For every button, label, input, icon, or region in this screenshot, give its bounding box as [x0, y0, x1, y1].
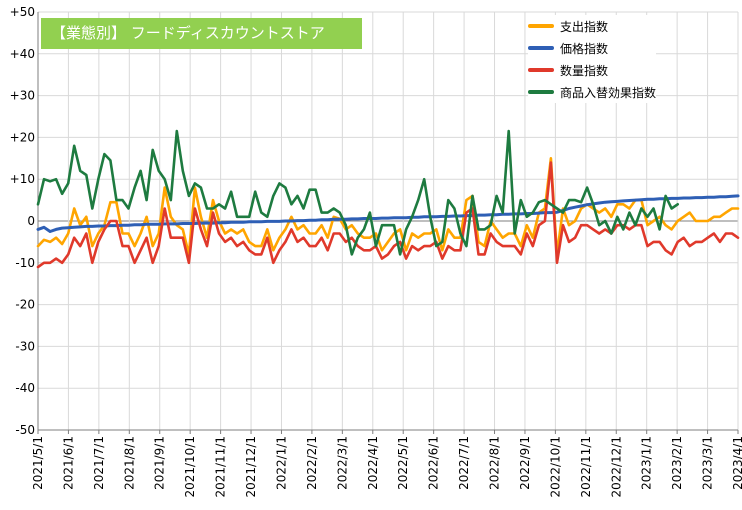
x-tick-label: 2021/5/1	[31, 436, 45, 490]
series-line-1	[36, 194, 740, 233]
x-tick-label: 2022/5/1	[396, 436, 410, 490]
legend-item-quantity: 数量指数	[528, 59, 656, 81]
x-tick-label: 2023/4/1	[731, 436, 742, 490]
x-tick-label: 2022/1/1	[274, 436, 288, 490]
axes	[37, 12, 739, 434]
legend-swatch-price	[528, 46, 554, 50]
x-tick-label: 2022/10/1	[548, 436, 562, 498]
x-tick-label: 2023/2/1	[670, 436, 684, 490]
x-tick-label: 2022/6/1	[427, 436, 441, 490]
y-tick-label: +20	[10, 130, 35, 144]
series-line-0	[36, 157, 740, 256]
series-lines	[36, 129, 740, 269]
x-tick-label: 2021/11/1	[214, 436, 228, 498]
legend-label-price: 価格指数	[560, 41, 609, 56]
x-tick-label: 2022/8/1	[488, 436, 502, 490]
x-tick-label: 2021/9/1	[153, 436, 167, 490]
x-tick-label: 2022/3/1	[335, 436, 349, 490]
y-tick-label: -20	[15, 298, 35, 312]
legend-swatch-quantity	[528, 68, 554, 72]
x-tick-label: 2021/7/1	[92, 436, 106, 490]
series-line-3	[36, 129, 680, 256]
y-tick-label: +30	[10, 89, 35, 103]
x-tick-label: 2021/8/1	[122, 436, 136, 490]
legend-swatch-spending	[528, 24, 554, 28]
x-tick-label: 2022/11/1	[579, 436, 593, 498]
x-tick-label: 2022/9/1	[518, 436, 532, 490]
x-tick-label: 2023/1/1	[640, 436, 654, 490]
x-tick-label: 2021/12/1	[244, 436, 258, 498]
legend-label-spending: 支出指数	[560, 19, 609, 34]
x-tick-label: 2021/10/1	[183, 436, 197, 498]
x-tick-label: 2022/12/1	[609, 436, 623, 498]
legend-item-replacement: 商品入替効果指数	[528, 81, 656, 103]
y-tick-label: +40	[10, 47, 35, 61]
y-tick-label: +50	[10, 5, 35, 19]
x-tick-label: 2022/2/1	[305, 436, 319, 490]
legend-item-price: 価格指数	[528, 37, 656, 59]
chart-title: 【業態別】 フードディスカウントストア	[41, 18, 362, 49]
y-tick-label: 0	[27, 214, 35, 228]
legend-label-replacement: 商品入替効果指数	[560, 85, 657, 100]
y-tick-label: -30	[15, 339, 35, 353]
y-tick-labels: +50 +40 +30 +20 +10 0 -10 -20 -30 -40 -50	[10, 5, 35, 437]
legend-swatch-replacement	[528, 90, 554, 94]
x-tick-label: 2022/4/1	[366, 436, 380, 490]
x-tick-labels: 2021/5/1 2021/6/1 2021/7/1 2021/8/1 2021/9/1…	[31, 436, 742, 498]
legend-item-spending: 支出指数	[528, 15, 656, 37]
x-tick-label: 2023/3/1	[701, 436, 715, 490]
y-tick-label: -10	[15, 256, 35, 270]
legend: 支出指数 価格指数 数量指数 商品入替効果指数	[528, 15, 657, 103]
y-tick-label: -50	[15, 423, 35, 437]
x-tick-label: 2021/6/1	[61, 436, 75, 490]
legend-label-quantity: 数量指数	[560, 63, 609, 78]
y-tick-label: -40	[15, 381, 35, 395]
x-tick-label: 2022/7/1	[457, 436, 471, 490]
y-tick-label: +10	[10, 172, 35, 186]
